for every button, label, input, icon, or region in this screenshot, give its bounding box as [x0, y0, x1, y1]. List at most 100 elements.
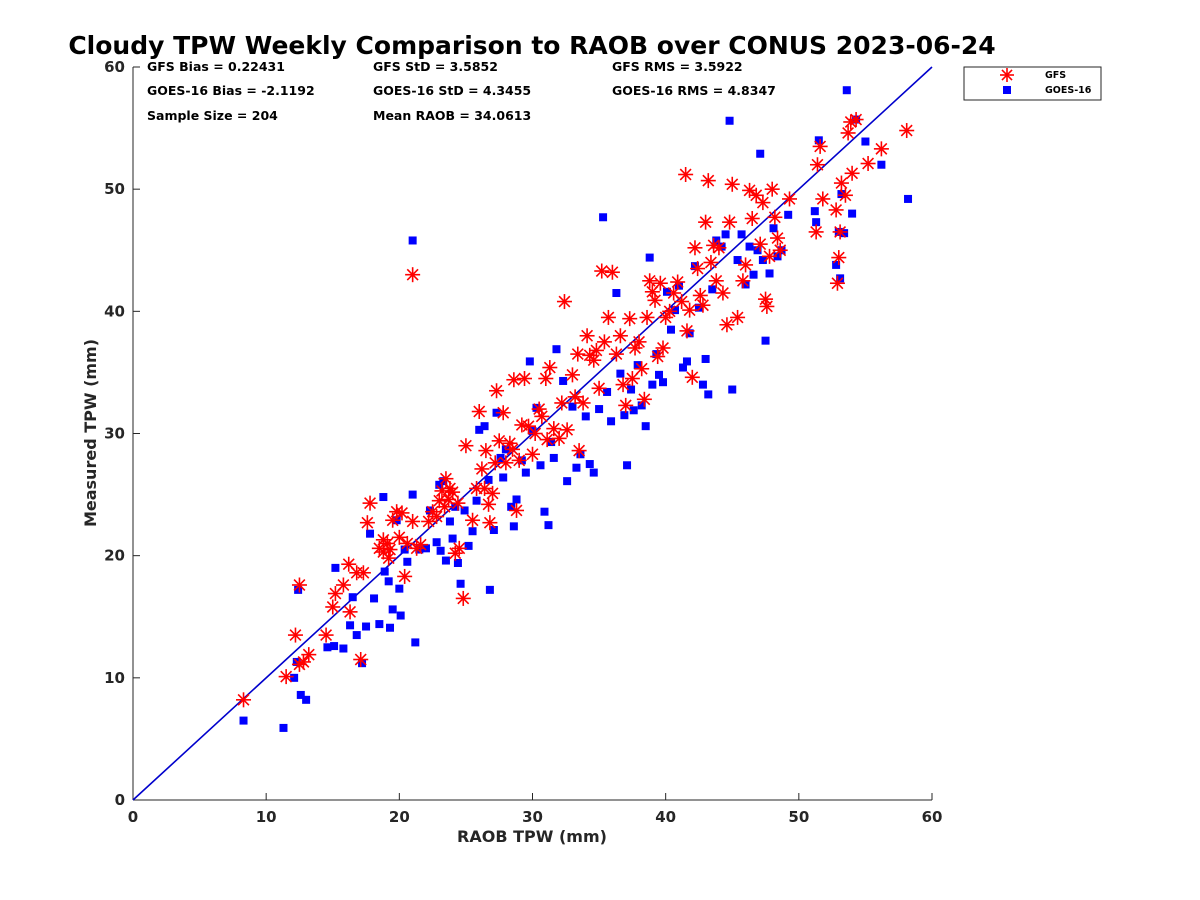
- goes16-point: [549, 453, 558, 462]
- gfs-point: [837, 187, 853, 203]
- goes16-point: [388, 605, 397, 614]
- goes16-point: [436, 546, 445, 555]
- goes16-point: [701, 354, 710, 363]
- gfs-point: [455, 590, 471, 606]
- y-tick-label: 30: [104, 425, 125, 443]
- gfs-point: [759, 298, 775, 314]
- goes16-point: [848, 209, 857, 218]
- gfs-point: [828, 202, 844, 218]
- goes16-point: [694, 303, 703, 312]
- gfs-point: [809, 157, 825, 173]
- gfs-point: [554, 395, 570, 411]
- chart-title: Cloudy TPW Weekly Comparison to RAOB ove…: [68, 31, 995, 60]
- goes16-point: [810, 207, 819, 216]
- goes16-point: [637, 401, 646, 410]
- stats-annotations: GFS Bias = 0.22431 GFS StD = 3.5852 GFS …: [147, 59, 776, 123]
- goes16-point: [837, 190, 846, 199]
- x-tick-label: 50: [788, 808, 809, 826]
- gfs-point: [506, 372, 522, 388]
- gfs-point: [682, 302, 698, 318]
- goes16-point: [836, 274, 845, 283]
- gfs-point: [815, 191, 831, 207]
- gfs-point: [604, 264, 620, 280]
- goes16-point: [379, 493, 388, 502]
- gfs-point: [236, 692, 252, 708]
- y-tick-label: 60: [104, 58, 125, 76]
- goes16-point: [904, 194, 913, 203]
- goes16-point: [386, 623, 395, 632]
- goes16-point: [708, 285, 717, 294]
- goes16-point: [380, 567, 389, 576]
- goes16-point: [323, 643, 332, 652]
- goes16-point: [674, 281, 683, 290]
- x-tick-label: 0: [128, 808, 138, 826]
- goes16-point: [540, 507, 549, 516]
- gfs-point: [527, 426, 543, 441]
- gfs-point: [489, 383, 505, 399]
- gfs-point: [679, 323, 695, 339]
- gfs-point: [570, 346, 586, 362]
- gfs-point: [762, 248, 778, 264]
- gfs-point: [767, 209, 783, 225]
- goes16-point: [612, 289, 621, 298]
- gfs-point: [782, 191, 798, 207]
- y-tick-label: 10: [104, 669, 125, 687]
- goes16-point: [525, 357, 534, 366]
- goes16-point: [629, 406, 638, 415]
- goes16-point: [745, 242, 754, 251]
- gfs-point: [571, 443, 587, 459]
- gfs-point: [695, 297, 711, 313]
- gfs-point: [833, 175, 849, 191]
- gfs-point: [450, 495, 466, 511]
- gfs-point: [708, 273, 724, 289]
- gfs-point: [556, 294, 572, 310]
- y-tick-label: 40: [104, 302, 125, 320]
- gfs-point: [485, 485, 501, 501]
- goes16-point: [485, 585, 494, 594]
- gfs-point: [509, 502, 525, 518]
- gfs-point: [622, 311, 638, 327]
- gfs-point: [829, 275, 845, 291]
- gfs-point: [517, 371, 533, 387]
- goes16-point: [400, 545, 409, 554]
- goes16-point: [294, 585, 303, 594]
- goes16-point: [472, 496, 481, 505]
- gfs-point: [873, 141, 889, 157]
- goes16-point: [749, 270, 758, 279]
- goes16-point: [460, 506, 469, 515]
- gfs-point: [832, 224, 848, 240]
- goes16-point: [761, 336, 770, 345]
- gfs-point: [534, 408, 550, 424]
- goes16-point: [395, 584, 404, 593]
- gfs-point: [397, 568, 413, 584]
- gfs-series: [236, 112, 915, 708]
- goes16-point: [366, 529, 375, 538]
- goes16-point: [603, 387, 612, 396]
- goes16-point: [370, 594, 379, 603]
- gfs-point: [478, 443, 494, 459]
- goes16-series: [239, 86, 913, 732]
- y-tick-label: 50: [104, 180, 125, 198]
- gfs-point: [539, 432, 555, 448]
- goes16-point: [568, 402, 577, 411]
- gfs-point: [662, 303, 678, 319]
- goes16-point: [453, 558, 462, 567]
- goes16-point: [627, 385, 636, 394]
- goes16-point: [456, 579, 465, 588]
- goes16-point: [576, 450, 585, 459]
- legend-gfs-label: GFS: [1045, 70, 1066, 81]
- stat-goes-std: GOES-16 StD = 4.3455: [373, 83, 531, 98]
- gfs-point: [719, 317, 735, 333]
- goes16-point: [330, 642, 339, 651]
- gfs-point: [636, 391, 652, 407]
- gfs-point: [445, 484, 461, 500]
- gfs-point: [567, 389, 583, 405]
- gfs-point: [738, 257, 754, 273]
- gfs-point: [575, 395, 591, 411]
- goes16-point: [704, 390, 713, 399]
- stat-gfs-bias: GFS Bias = 0.22431: [147, 59, 285, 74]
- gfs-point: [752, 236, 768, 252]
- gfs-point: [477, 480, 493, 496]
- gfs-point: [355, 565, 371, 581]
- gfs-point: [848, 112, 864, 128]
